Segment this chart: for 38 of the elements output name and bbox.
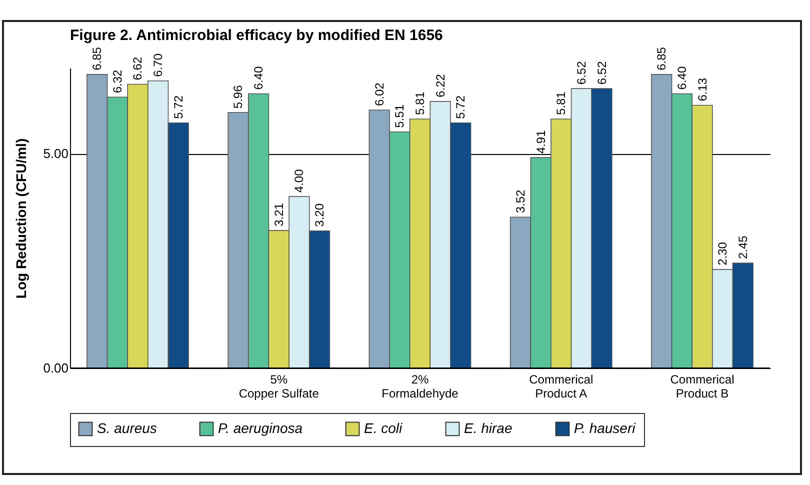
legend-label: P. aeruginosa — [218, 420, 303, 436]
data-label: 6.62 — [130, 56, 145, 80]
data-label: 5.51 — [392, 104, 407, 128]
data-label: 5.81 — [554, 91, 568, 115]
data-label: 6.32 — [110, 69, 124, 94]
data-label: 6.02 — [372, 82, 386, 106]
data-label: 6.40 — [252, 66, 266, 90]
x-tick-label: Commerical Product B — [670, 372, 734, 400]
data-label: 6.70 — [151, 53, 166, 77]
data-label: 6.13 — [695, 78, 710, 102]
data-label: 3.21 — [272, 202, 286, 226]
data-label: 4.00 — [292, 168, 306, 193]
data-label: 5.72 — [454, 95, 468, 119]
legend-label: S. aureus — [97, 420, 157, 436]
data-label: 2.45 — [736, 235, 750, 259]
data-label: 6.52 — [594, 60, 609, 85]
data-label: 3.52 — [513, 189, 528, 214]
data-label: 3.20 — [312, 203, 327, 227]
legend-label: E. coli — [364, 420, 404, 436]
legend-label: E. hirae — [464, 420, 512, 436]
data-label: 6.40 — [674, 66, 689, 90]
x-tick-label: 2% Formaldehyde — [382, 372, 459, 400]
data-label: 5.81 — [413, 91, 427, 115]
x-tick-label: Commerical Product A — [529, 372, 594, 400]
legend-label: P. hauseri — [574, 420, 636, 436]
data-label: 5.96 — [231, 84, 246, 109]
data-label: 6.85 — [90, 46, 104, 70]
data-label: 4.91 — [534, 130, 548, 154]
data-label: 2.30 — [716, 242, 730, 266]
chart-title: Figure 2. Antimicrobial efficacy by modified EN 1656 — [70, 27, 443, 44]
y-tick-label: 5.00 — [43, 146, 68, 162]
y-axis-title: Log Reduction (CFU/ml) — [13, 138, 30, 299]
data-label: 6.85 — [654, 46, 669, 70]
y-tick-label: 0.00 — [43, 360, 68, 376]
data-label: 6.52 — [574, 60, 588, 85]
data-label: 6.22 — [433, 74, 448, 98]
x-tick-label: 5% Copper Sulfate — [238, 372, 320, 400]
data-label: 5.72 — [171, 95, 186, 119]
